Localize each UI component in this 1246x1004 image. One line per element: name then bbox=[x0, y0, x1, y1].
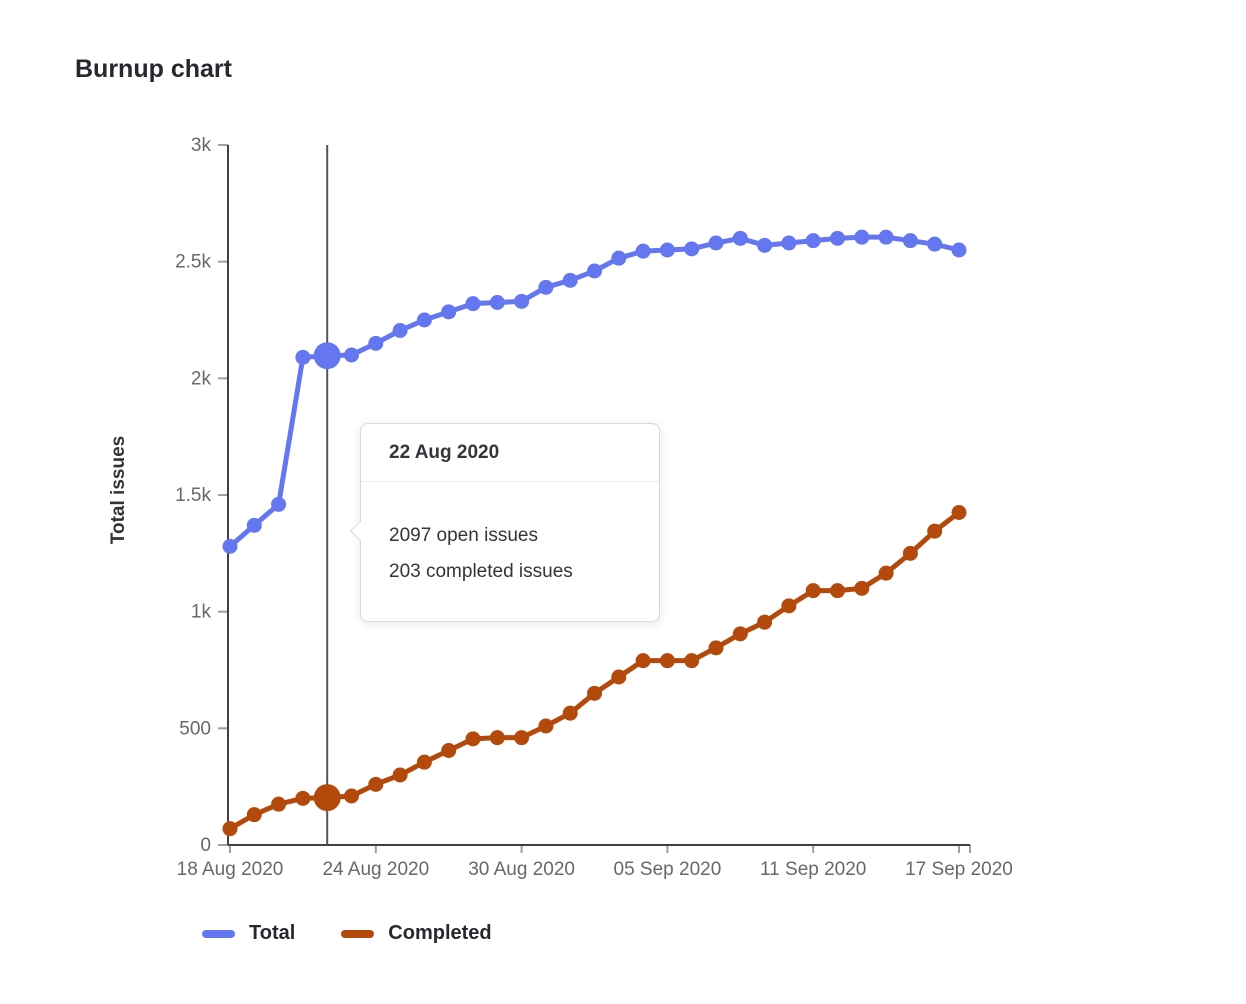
total-data-point[interactable] bbox=[465, 296, 481, 312]
total-data-point[interactable] bbox=[222, 538, 238, 554]
completed-data-point[interactable] bbox=[587, 685, 602, 701]
completed-data-point[interactable] bbox=[392, 767, 408, 783]
completed-data-point[interactable] bbox=[635, 653, 651, 669]
y-axis-tick-label: 500 bbox=[179, 718, 211, 739]
completed-data-point[interactable] bbox=[344, 788, 359, 804]
completed-data-point[interactable] bbox=[708, 640, 724, 656]
x-axis-tick-label: 11 Sep 2020 bbox=[760, 859, 866, 880]
total-data-point[interactable] bbox=[295, 349, 311, 365]
total-data-point[interactable] bbox=[878, 229, 894, 245]
completed-data-point[interactable] bbox=[757, 614, 773, 630]
total-data-point[interactable] bbox=[246, 517, 262, 533]
total-data-point[interactable] bbox=[757, 237, 773, 253]
total-series-swatch bbox=[202, 929, 235, 938]
total-data-point[interactable] bbox=[902, 233, 918, 249]
completed-data-point[interactable] bbox=[538, 718, 554, 734]
y-axis-tick-label: 2.5k bbox=[175, 252, 211, 273]
completed-data-point[interactable] bbox=[659, 653, 675, 669]
tooltip-body: 2097 open issues 203 completed issues bbox=[361, 482, 659, 590]
completed-data-point[interactable] bbox=[271, 796, 287, 812]
total-data-point[interactable] bbox=[635, 243, 651, 259]
y-axis-tick-label: 1k bbox=[191, 602, 212, 623]
total-data-point[interactable] bbox=[732, 230, 748, 246]
completed-data-point[interactable] bbox=[416, 754, 432, 770]
total-data-point[interactable] bbox=[562, 272, 578, 288]
page-title: Burnup chart bbox=[75, 55, 232, 83]
completed-data-point[interactable] bbox=[684, 653, 700, 669]
total-data-point[interactable] bbox=[538, 279, 554, 295]
y-axis-tick-label: 1.5k bbox=[175, 485, 211, 506]
chart-legend: Total Completed bbox=[202, 922, 492, 945]
total-data-point[interactable] bbox=[416, 312, 432, 328]
total-data-point[interactable] bbox=[441, 304, 457, 320]
total-data-point[interactable] bbox=[514, 293, 530, 309]
total-data-point[interactable] bbox=[659, 242, 675, 258]
completed-data-point[interactable] bbox=[951, 505, 967, 520]
completed-data-point[interactable] bbox=[295, 790, 311, 806]
total-data-point[interactable] bbox=[587, 263, 602, 279]
x-axis-tick-label: 18 Aug 2020 bbox=[177, 859, 284, 880]
total-data-point[interactable] bbox=[368, 335, 384, 351]
completed-data-point[interactable] bbox=[830, 583, 845, 599]
completed-data-point[interactable] bbox=[465, 731, 481, 747]
completed-data-point[interactable] bbox=[732, 626, 748, 642]
total-data-point[interactable] bbox=[611, 250, 627, 266]
total-data-point[interactable] bbox=[344, 347, 359, 363]
completed-data-point[interactable] bbox=[927, 523, 943, 539]
total-data-point[interactable] bbox=[781, 235, 797, 251]
completed-data-point[interactable] bbox=[514, 730, 530, 746]
total-data-point[interactable] bbox=[271, 496, 287, 512]
x-axis-tick-label: 24 Aug 2020 bbox=[322, 859, 429, 880]
x-axis-tick-label: 17 Sep 2020 bbox=[905, 859, 1013, 880]
total-data-point[interactable] bbox=[708, 235, 724, 251]
tooltip-completed-issues: 203 completed issues bbox=[389, 561, 573, 582]
completed-data-point-highlighted[interactable] bbox=[313, 784, 341, 812]
completed-data-point[interactable] bbox=[368, 776, 384, 792]
completed-data-point[interactable] bbox=[878, 565, 894, 581]
completed-data-point[interactable] bbox=[854, 580, 870, 596]
total-data-point[interactable] bbox=[489, 295, 505, 310]
tooltip-open-issues: 2097 open issues bbox=[389, 525, 538, 546]
legend-item-total[interactable]: Total bbox=[202, 922, 295, 945]
completed-data-point[interactable] bbox=[611, 669, 627, 685]
completed-data-point[interactable] bbox=[902, 545, 918, 561]
x-axis-tick-label: 05 Sep 2020 bbox=[614, 859, 722, 880]
total-data-point[interactable] bbox=[951, 242, 967, 258]
chart-tooltip: 22 Aug 2020 2097 open issues 203 complet… bbox=[350, 423, 660, 622]
completed-data-point[interactable] bbox=[222, 821, 238, 837]
total-data-point[interactable] bbox=[830, 230, 845, 246]
total-data-point[interactable] bbox=[927, 236, 943, 252]
y-axis-title: Total issues bbox=[108, 435, 129, 545]
y-axis-tick-label: 2k bbox=[191, 368, 212, 389]
total-data-point[interactable] bbox=[684, 241, 700, 257]
total-data-point[interactable] bbox=[854, 229, 870, 245]
completed-data-point[interactable] bbox=[562, 705, 578, 721]
legend-total-label: Total bbox=[249, 922, 296, 944]
x-axis-tick-label: 30 Aug 2020 bbox=[468, 859, 575, 880]
legend-item-completed[interactable]: Completed bbox=[341, 922, 492, 945]
tooltip-date: 22 Aug 2020 bbox=[361, 424, 659, 482]
completed-data-point[interactable] bbox=[441, 743, 457, 758]
completed-series-swatch bbox=[341, 929, 375, 938]
legend-completed-label: Completed bbox=[388, 922, 492, 944]
y-axis-tick-label: 0 bbox=[200, 835, 211, 856]
completed-data-point[interactable] bbox=[805, 583, 821, 599]
total-data-point[interactable] bbox=[392, 323, 408, 338]
total-data-point-highlighted[interactable] bbox=[313, 342, 341, 370]
completed-data-point[interactable] bbox=[246, 807, 262, 823]
total-data-point[interactable] bbox=[805, 233, 821, 249]
completed-data-point[interactable] bbox=[781, 598, 797, 614]
y-axis-tick-label: 3k bbox=[191, 135, 212, 156]
completed-data-point[interactable] bbox=[489, 730, 505, 746]
